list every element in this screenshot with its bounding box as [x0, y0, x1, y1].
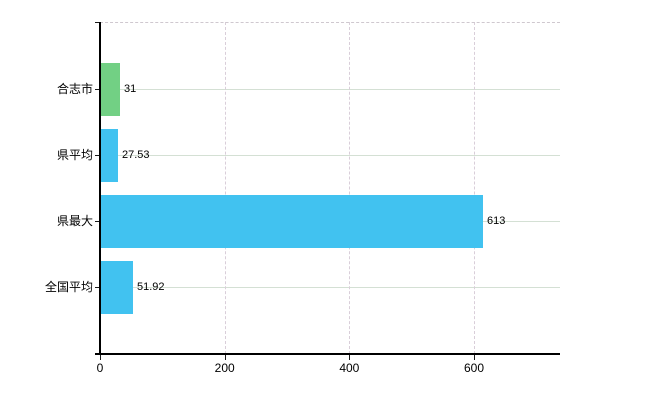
- h-gridline: [100, 155, 560, 156]
- x-tick-label: 400: [339, 361, 360, 375]
- category-label: 合志市: [56, 82, 93, 96]
- x-tick-label: 200: [214, 361, 235, 375]
- bar-4: [101, 261, 133, 314]
- plot-area-top-border: [100, 22, 560, 23]
- category-label: 県平均: [56, 148, 93, 162]
- y-axis-tick: [95, 287, 100, 288]
- bar-3: [101, 195, 483, 248]
- x-axis-tick: [474, 355, 475, 360]
- x-axis: [95, 353, 560, 355]
- v-gridline: [349, 22, 351, 354]
- category-label: 全国平均: [44, 280, 93, 294]
- x-axis-tick: [349, 355, 351, 360]
- x-axis-tick: [100, 355, 101, 360]
- v-gridline: [474, 22, 475, 354]
- h-gridline: [100, 89, 560, 90]
- x-tick-label: 0: [96, 361, 104, 375]
- x-axis-tick: [224, 355, 226, 360]
- bar-value-label: 27.53: [122, 149, 150, 161]
- y-axis-tick: [95, 155, 100, 156]
- bar-value-label: 613: [487, 215, 506, 227]
- bar-value-label: 31: [124, 83, 137, 95]
- x-tick-label: 600: [463, 361, 485, 375]
- v-gridline: [224, 22, 226, 354]
- y-axis: [99, 22, 101, 355]
- bar-value-label: 51.92: [137, 281, 165, 293]
- bar-2: [101, 129, 118, 182]
- category-label: 県最大: [56, 214, 93, 228]
- y-axis-tick: [95, 89, 100, 90]
- y-axis-tick: [95, 221, 100, 222]
- y-axis-tick: [95, 22, 100, 23]
- bar-1: [101, 63, 120, 116]
- h-gridline: [100, 287, 560, 288]
